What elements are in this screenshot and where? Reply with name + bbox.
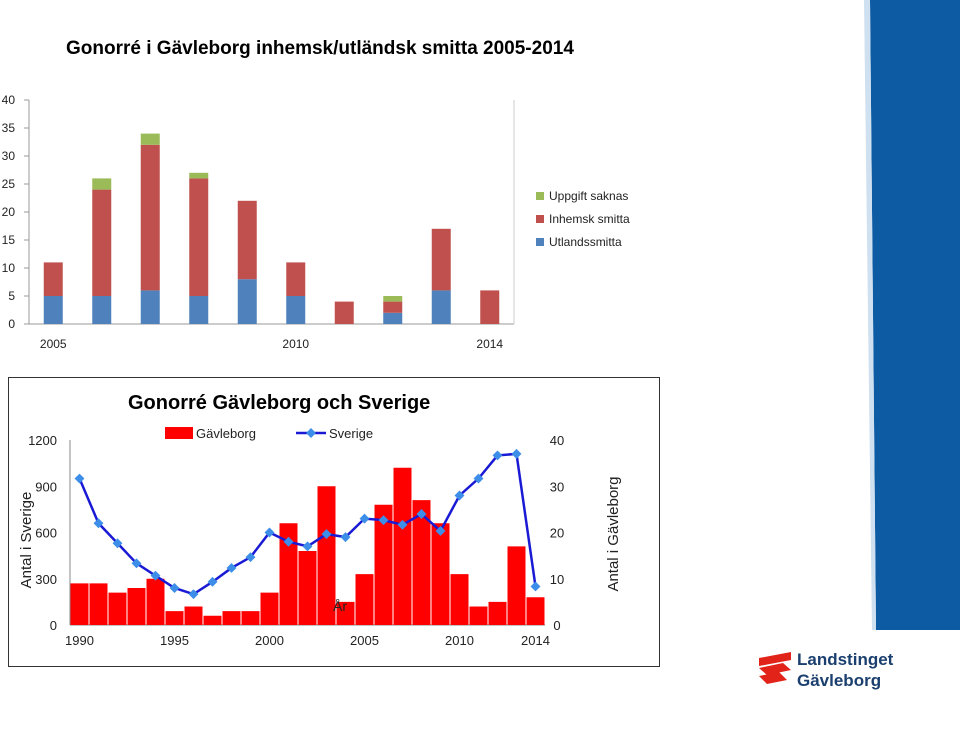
chart2-bar-gavleborg xyxy=(356,574,374,625)
chart2-bar-line: 0 300 600 900 1200 0 10 20 30 40 1990 1995 2000 2005 2… xyxy=(0,0,660,740)
logo: Landstinget Gävleborg xyxy=(757,648,917,694)
chart2-bar-gavleborg xyxy=(71,583,89,625)
chart2-bar-gavleborg xyxy=(147,579,165,625)
band-shape xyxy=(870,0,960,630)
chart2-left-axis-label: Antal i Sverige xyxy=(18,492,35,589)
chart2-x-tick-label: 1990 xyxy=(65,633,94,648)
chart2-x-tick-label: 2014 xyxy=(521,633,550,648)
chart2-x-tick-label: 1995 xyxy=(160,633,189,648)
chart2-bar-gavleborg xyxy=(109,593,127,625)
chart2-bar-gavleborg xyxy=(508,546,526,625)
chart2-left-tick-label: 900 xyxy=(35,479,57,494)
chart2-right-tick-label: 20 xyxy=(550,526,564,541)
chart2-bar-gavleborg xyxy=(527,597,545,625)
chart2-bar-gavleborg xyxy=(261,593,279,625)
chart2-bar-gavleborg xyxy=(394,468,412,625)
chart2-right-tick-label: 30 xyxy=(550,479,564,494)
chart2-bar-gavleborg xyxy=(90,583,108,625)
chart2-bar-gavleborg xyxy=(128,588,146,625)
chart2-x-tick-label: 2000 xyxy=(255,633,284,648)
chart2-right-tick-label: 40 xyxy=(550,433,564,448)
chart2-legend-label-gavleborg: Gävleborg xyxy=(196,426,256,441)
chart2-right-tick-label: 10 xyxy=(550,572,564,587)
chart2-bar-gavleborg xyxy=(432,523,450,625)
logo-text-line2: Gävleborg xyxy=(797,671,881,691)
chart2-right-tick-label: 0 xyxy=(553,618,560,633)
chart2-legend-swatch-gavleborg xyxy=(165,427,193,439)
chart2-x-axis-label: År xyxy=(333,598,347,614)
chart2-left-tick-label: 600 xyxy=(35,526,57,541)
chart2-x-tick-label: 2005 xyxy=(350,633,379,648)
chart2-x-tick-label: 2010 xyxy=(445,633,474,648)
chart2-point-sverige xyxy=(512,449,522,459)
chart2-point-sverige xyxy=(531,582,541,592)
chart2-bar-gavleborg xyxy=(242,611,260,625)
decorative-side-band xyxy=(864,0,960,630)
chart2-bar-gavleborg xyxy=(489,602,507,625)
chart2-bar-gavleborg xyxy=(299,551,317,625)
chart2-legend-label-sverige: Sverige xyxy=(329,426,373,441)
chart2-point-sverige xyxy=(75,474,85,484)
logo-mark-icon xyxy=(757,650,793,690)
chart2-title: Gonorré Gävleborg och Sverige xyxy=(128,392,430,415)
chart2-left-tick-label: 300 xyxy=(35,572,57,587)
chart2-bar-gavleborg xyxy=(451,574,469,625)
chart2-bar-gavleborg xyxy=(204,616,222,625)
chart2-right-axis-label: Antal i Gävleborg xyxy=(605,476,622,591)
logo-text-line1: Landstinget xyxy=(797,650,893,670)
chart2-bar-gavleborg xyxy=(185,607,203,626)
chart2-left-tick-label: 0 xyxy=(50,618,57,633)
chart2-bar-gavleborg xyxy=(223,611,241,625)
chart2-bar-gavleborg xyxy=(166,611,184,625)
chart2-legend-marker-sverige xyxy=(306,428,316,438)
chart2-bar-gavleborg xyxy=(470,607,488,626)
chart2-left-tick-label: 1200 xyxy=(28,433,57,448)
